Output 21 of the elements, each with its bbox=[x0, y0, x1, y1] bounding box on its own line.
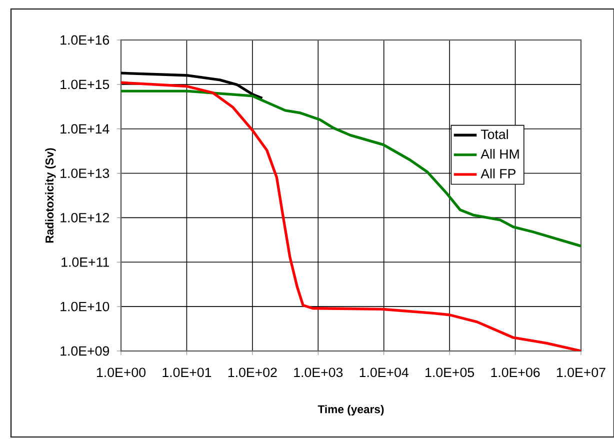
x-tick-label: 1.0E+04 bbox=[360, 368, 408, 378]
y-axis-title: Radiotoxicity (Sv) bbox=[45, 148, 56, 243]
y-tick-label: 1.0E+12 bbox=[60, 212, 109, 222]
x-tick-label: 1.0E+06 bbox=[491, 368, 540, 378]
y-tick-label: 1.0E+13 bbox=[60, 168, 110, 178]
x-tick-label: 1.0E+02 bbox=[228, 368, 277, 378]
x-tick-label: 1.0E+03 bbox=[294, 368, 343, 378]
y-tick-label: 1.0E+15 bbox=[60, 80, 110, 90]
y-tick-label: 1.0E+16 bbox=[60, 35, 110, 45]
x-tick-label: 1.0E+05 bbox=[426, 368, 474, 378]
x-tick-label: 1.0E+00 bbox=[97, 368, 146, 378]
y-tick-label: 1.0E+14 bbox=[60, 124, 110, 134]
x-tick-label: 1.0E+07 bbox=[556, 368, 606, 378]
x-axis-title: Time (years) bbox=[318, 404, 384, 416]
legend-label: Total bbox=[480, 129, 508, 140]
legend-label: All HM bbox=[480, 148, 519, 159]
x-tick-label: 1.0E+01 bbox=[162, 368, 212, 378]
legend-label: All FP bbox=[480, 168, 516, 178]
y-tick-label: 1.0E+11 bbox=[62, 257, 110, 267]
y-tick-label: 1.0E+10 bbox=[60, 302, 110, 312]
y-tick-label: 1.0E+09 bbox=[60, 346, 110, 356]
